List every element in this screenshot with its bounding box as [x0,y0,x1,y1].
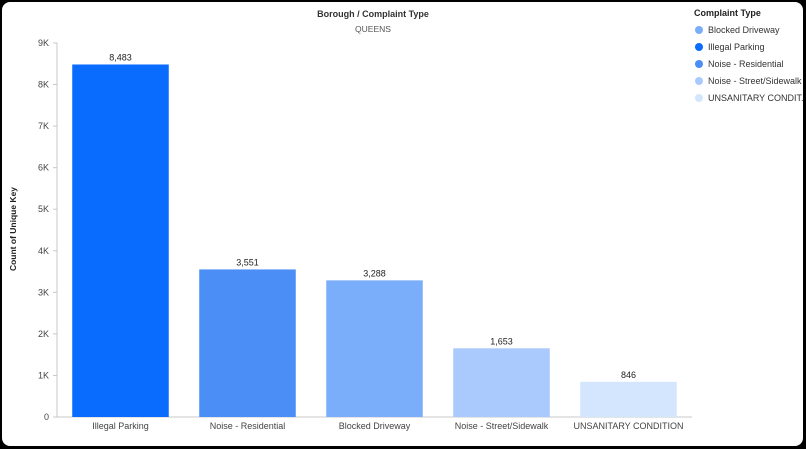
legend-swatch [695,60,703,68]
x-tick-label: Illegal Parking [92,421,149,431]
bars-group: 8,483 Illegal Parking 3,551 Noise - Residen… [72,52,684,431]
x-tick-label: Noise - Street/Sidewalk [455,421,549,431]
legend-item-label[interactable]: Noise - Residential [708,59,784,69]
y-axis-label: Count of Unique Key [8,187,18,271]
bar[interactable] [580,381,677,417]
chart-subtitle: QUEENS [355,24,391,34]
legend-swatch [695,43,703,51]
legend-item-label[interactable]: Noise - Street/Sidewalk [708,76,802,86]
data-label: 846 [621,370,636,380]
y-tick-label: 0 [44,412,49,422]
x-tick-label: Blocked Driveway [339,421,411,431]
data-label: 3,288 [363,268,386,278]
legend-swatch [695,77,703,85]
x-tick-label: UNSANITARY CONDITION [573,421,683,431]
data-label: 3,551 [236,257,259,267]
y-tick-label: 3K [38,287,49,297]
y-tick-label: 1K [38,370,49,380]
y-tick-label: 6K [38,163,49,173]
y-tick-label: 8K [38,80,49,90]
data-label: 8,483 [109,52,132,62]
bar[interactable] [326,280,423,417]
legend-item-label[interactable]: UNSANITARY CONDIT... [708,93,803,103]
data-label: 1,653 [490,336,513,346]
legend-title: Complaint Type [694,8,761,18]
chart-title: Borough / Complaint Type [317,9,429,19]
y-tick-label: 5K [38,204,49,214]
legend-item-label[interactable]: Blocked Driveway [708,25,780,35]
y-tick-label: 9K [38,38,49,48]
legend-item-label[interactable]: Illegal Parking [708,42,765,52]
x-tick-label: Noise - Residential [210,421,286,431]
y-tick-label: 2K [38,329,49,339]
bar[interactable] [199,269,296,417]
y-tick-label: 7K [38,121,49,131]
legend[interactable]: Complaint Type Blocked Driveway Illegal P… [694,8,803,103]
legend-swatch [695,26,703,34]
legend-swatch [695,94,703,102]
bar[interactable] [72,64,169,417]
y-tick-label: 4K [38,246,49,256]
bar[interactable] [453,348,550,417]
